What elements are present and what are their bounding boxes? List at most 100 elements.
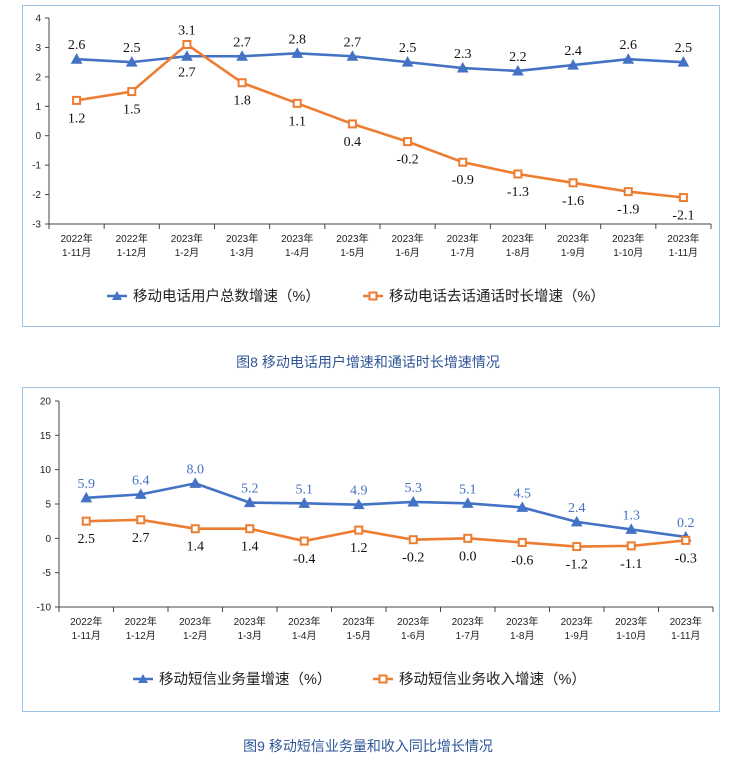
series-1-point	[625, 523, 638, 534]
x-tick-label-year: 2023年	[336, 232, 368, 245]
series-1-point	[352, 498, 365, 510]
series-1-point	[181, 50, 193, 61]
series-line-2	[86, 518, 686, 548]
x-tick-label-year: 2022年	[116, 232, 148, 245]
y-tick-label: 0	[35, 131, 41, 142]
data-label-series-1: 2.6	[620, 38, 638, 53]
x-tick-label-period: 1-12月	[126, 630, 156, 642]
x-tick-label-period: 1-12月	[117, 247, 147, 259]
x-tick-label-period: 1-11月	[72, 630, 101, 642]
y-tick-label: 15	[40, 431, 52, 442]
data-label-series-1: 4.5	[514, 486, 532, 501]
y-tick-label: -3	[32, 220, 41, 231]
series-1-point	[243, 496, 256, 508]
data-label-series-1: 5.2	[241, 482, 259, 497]
x-tick-label-year: 2023年	[670, 615, 702, 628]
y-tick-label: 2	[35, 72, 41, 83]
series-2-point	[81, 516, 91, 526]
x-tick-label-period: 1-2月	[183, 630, 207, 642]
x-tick-label-year: 2023年	[502, 232, 534, 245]
data-label-series-2: -0.2	[396, 153, 418, 168]
data-label-series-1: 6.4	[132, 473, 150, 488]
x-tick-label-period: 1-8月	[506, 247, 530, 259]
y-tick-label: -2	[32, 190, 41, 201]
x-tick-label-period: 1-4月	[292, 630, 316, 642]
data-label-series-2: -0.2	[402, 551, 424, 566]
data-label-series-1: 2.7	[344, 35, 362, 50]
series-1-point	[346, 50, 359, 61]
data-label-series-1: 4.9	[350, 484, 368, 499]
x-tick-label-year: 2023年	[557, 232, 589, 245]
x-tick-label-period: 1-6月	[395, 247, 419, 259]
series-2-point	[182, 39, 192, 49]
data-label-series-2: 1.1	[289, 114, 307, 129]
series-2-point	[572, 542, 582, 552]
x-tick-label-period: 1-11月	[62, 247, 91, 259]
y-tick-label: -5	[42, 568, 51, 579]
series-2-point	[463, 533, 473, 543]
data-label-series-1: 2.7	[178, 65, 196, 80]
x-tick-label-year: 2023年	[447, 232, 479, 245]
series-1-point	[70, 53, 83, 64]
data-label-series-2: -0.4	[293, 552, 315, 567]
legend-label-2: 移动电话去话通话时长增速（%）	[389, 288, 605, 305]
series-2-point	[136, 515, 146, 525]
series-1-point	[80, 491, 93, 503]
x-tick-label-period: 1-3月	[238, 630, 262, 642]
x-tick-label-period: 1-7月	[456, 630, 480, 642]
series-2-point	[354, 525, 364, 535]
x-tick-label-period: 1-10月	[613, 247, 643, 259]
x-tick-label-period: 1-11月	[669, 247, 698, 259]
series-2-point	[681, 535, 691, 545]
series-1-point	[407, 495, 420, 507]
y-tick-label: 4	[35, 14, 41, 25]
x-tick-label-year: 2023年	[171, 232, 203, 245]
data-label-series-1: 2.7	[233, 35, 251, 50]
x-tick-label-period: 1-2月	[175, 247, 199, 259]
legend-marker-triangle	[112, 291, 122, 300]
x-tick-label-period: 1-5月	[340, 247, 364, 259]
series-1-point	[570, 515, 583, 527]
data-label-series-1: 8.0	[187, 462, 205, 477]
data-label-series-2: 1.2	[68, 111, 86, 126]
x-tick-label-period: 1-5月	[347, 630, 371, 642]
y-tick-label: 1	[35, 102, 41, 113]
series-2-point	[237, 78, 247, 88]
data-label-series-2: 0.4	[344, 135, 362, 150]
series-1-point	[189, 477, 202, 488]
x-tick-label-period: 1-11月	[671, 630, 700, 642]
data-label-series-2: 1.4	[241, 540, 259, 555]
data-label-series-1: 2.5	[123, 41, 141, 56]
y-tick-label: 0	[45, 534, 51, 545]
series-1-point	[298, 497, 311, 508]
y-tick-label: -1	[32, 161, 41, 172]
series-2-point	[517, 537, 527, 547]
series-2-point	[299, 536, 309, 546]
data-label-series-1: 5.3	[405, 481, 423, 496]
data-label-series-2: 0.0	[459, 549, 477, 564]
chart-caption-2: 图9 移动短信业务量和收入同比增长情况	[243, 738, 493, 754]
series-2-point	[403, 137, 413, 147]
data-label-series-2: 1.2	[350, 541, 368, 556]
x-tick-label-year: 2023年	[615, 615, 647, 628]
x-tick-label-year: 2022年	[60, 232, 92, 245]
x-tick-label-year: 2023年	[506, 615, 538, 628]
data-label-series-2: 3.1	[178, 23, 196, 38]
y-tick-label: 3	[35, 43, 41, 54]
x-tick-label-year: 2023年	[281, 232, 313, 245]
chart-panel-2: -10 -5 0 5 10 15 20 2022年 1-11月 2022年 1-12月 2023年 1-…	[22, 387, 720, 712]
series-2-point	[127, 87, 137, 97]
series-1-point	[567, 59, 579, 70]
series-1-point	[456, 61, 469, 73]
data-label-series-2: -1.6	[562, 194, 584, 209]
series-1-point	[291, 47, 304, 58]
x-tick-label-year: 2023年	[397, 615, 429, 628]
x-tick-label-year: 2023年	[667, 232, 699, 245]
data-label-series-1: 1.3	[623, 508, 641, 523]
data-label-series-2: -1.2	[566, 558, 588, 573]
line-chart-2: -10 -5 0 5 10 15 20 2022年 1-11月 2022年 1-12月 2023年 1-…	[37, 397, 714, 688]
y-tick-label: -10	[37, 603, 52, 614]
series-2-point	[408, 535, 418, 545]
data-label-series-1: 2.6	[68, 38, 86, 53]
data-label-series-1: 2.5	[399, 41, 417, 56]
